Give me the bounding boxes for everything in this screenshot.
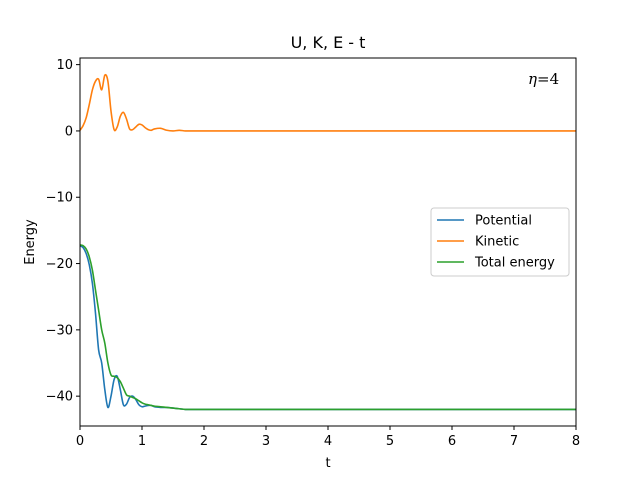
legend-label: Total energy [474,256,555,271]
x-tick-label: 4 [324,434,332,449]
y-axis-label: Energy [23,219,38,265]
y-tick-label: 10 [56,58,73,73]
axis-ticks: 0 1 2 3 4 5 6 7 8 10 0 −10 −20 −30 −40 [46,58,581,449]
eta-symbol: η [528,70,537,88]
eta-annotation: η=4 [528,70,559,88]
legend-label: Kinetic [475,235,519,250]
x-tick-label: 6 [448,434,456,449]
x-tick-label: 8 [572,434,580,449]
axes-frame [79,57,577,427]
legend: Potential Kinetic Total energy [430,207,570,277]
y-tick-label: −30 [46,323,73,338]
y-tick-label: −40 [46,390,73,405]
x-tick-label: 3 [262,434,270,449]
legend-box [430,207,570,277]
y-tick-label: −20 [46,257,73,272]
x-tick-label: 1 [138,434,146,449]
series-line-kinetic [79,73,576,132]
x-tick-label: 5 [386,434,394,449]
legend-label: Potential [475,214,532,229]
series-line-total-energy [79,244,576,411]
x-axis-label: t [325,456,330,471]
y-tick-label: −10 [46,191,73,206]
plot-area [79,73,576,411]
x-tick-label: 7 [510,434,518,449]
x-tick-label: 0 [76,434,84,449]
chart-title: U, K, E - t [291,33,366,52]
eta-value: =4 [537,70,559,88]
y-tick-label: 0 [65,124,73,139]
x-tick-label: 2 [200,434,208,449]
